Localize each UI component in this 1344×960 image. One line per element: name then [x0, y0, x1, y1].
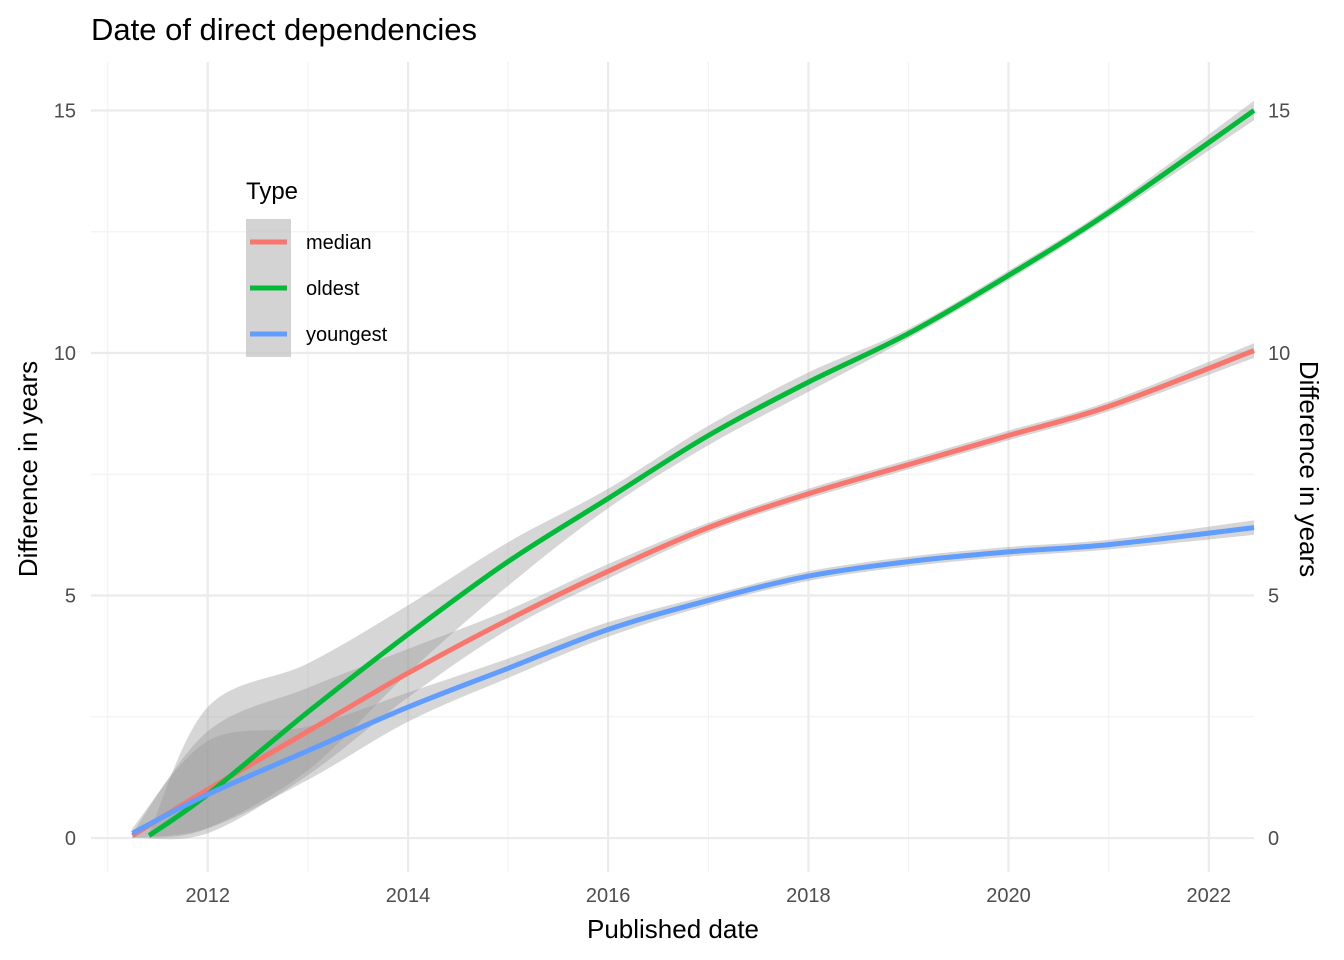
grid-major [91, 62, 1254, 872]
y-tick-label-left: 15 [54, 101, 76, 123]
y-axis-title-right: Difference in years [1294, 361, 1324, 577]
confidence-ribbons [132, 100, 1255, 840]
legend-label-oldest: oldest [306, 278, 360, 300]
chart-title: Date of direct dependencies [91, 12, 477, 47]
line-oldest [147, 108, 1256, 838]
x-tick-label: 2018 [786, 885, 831, 907]
legend: Type median oldest youngest [246, 178, 388, 357]
y-tick-label-right: 10 [1268, 343, 1290, 365]
y-tick-label-left: 0 [65, 828, 76, 850]
y-axis-title-left: Difference in years [13, 361, 43, 577]
series-lines [131, 108, 1256, 838]
y-tick-label-left: 5 [65, 586, 76, 608]
x-tick-label: 2012 [185, 885, 230, 907]
x-tick-label: 2022 [1187, 885, 1232, 907]
x-tick-label: 2014 [386, 885, 431, 907]
line-median [131, 348, 1255, 838]
legend-label-median: median [306, 232, 372, 254]
x-axis-title: Published date [587, 914, 759, 944]
y-tick-label-right: 0 [1268, 828, 1279, 850]
y-tick-labels-right: 0 5 10 15 [1268, 101, 1290, 851]
x-tick-labels: 2012 2014 2016 2018 2020 2022 [185, 885, 1231, 907]
ribbon-oldest [149, 100, 1255, 839]
y-tick-label-left: 10 [54, 343, 76, 365]
ribbon-youngest [132, 520, 1254, 838]
legend-label-youngest: youngest [306, 324, 388, 346]
legend-items: median oldest youngest [250, 232, 388, 346]
y-tick-label-right: 15 [1268, 101, 1290, 123]
y-tick-labels-left: 0 5 10 15 [54, 101, 76, 851]
y-tick-label-right: 5 [1268, 586, 1279, 608]
legend-title: Type [246, 178, 298, 205]
line-youngest [131, 525, 1255, 836]
x-tick-label: 2020 [986, 885, 1031, 907]
x-tick-label: 2016 [586, 885, 631, 907]
